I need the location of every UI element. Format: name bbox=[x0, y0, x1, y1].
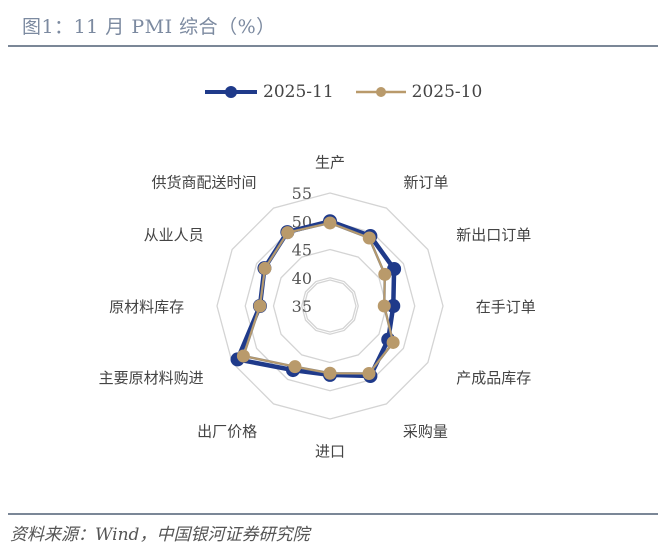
grid-ring bbox=[272, 248, 388, 364]
legend-marker-2025-10-icon bbox=[355, 87, 406, 97]
source-note: 资料来源：Wind，中国银河证券研究院 bbox=[10, 525, 310, 545]
axis-label: 采购量 bbox=[403, 422, 448, 440]
data-point-2025-10 bbox=[378, 267, 392, 281]
legend-marker-2025-11-icon bbox=[205, 86, 257, 98]
data-point-2025-10 bbox=[377, 299, 391, 313]
axis-label: 产成品库存 bbox=[456, 369, 531, 387]
data-point-2025-10 bbox=[253, 299, 267, 313]
legend-item-2025-10: 2025-10 bbox=[355, 82, 483, 102]
legend-item-2025-11: 2025-11 bbox=[205, 82, 334, 102]
tick-label: 40 bbox=[292, 269, 312, 288]
data-point-2025-10 bbox=[236, 349, 250, 363]
data-point-2025-10 bbox=[323, 216, 337, 230]
data-point-2025-10 bbox=[258, 261, 272, 275]
axis-label: 在手订单 bbox=[476, 298, 536, 316]
data-point-2025-10 bbox=[362, 231, 376, 245]
grid-ring-inner bbox=[303, 279, 357, 333]
data-point-2025-11 bbox=[386, 299, 401, 313]
axis-label: 从业人员 bbox=[144, 226, 204, 244]
title-divider bbox=[8, 45, 658, 47]
series-line-inner-2025-10 bbox=[242, 222, 394, 375]
radar-chart: 3540455055生产新订单新出口订单在手订单产成品库存采购量进口出厂价格主要… bbox=[99, 154, 536, 461]
legend-label: 2025-10 bbox=[411, 82, 483, 102]
tick-label: 55 bbox=[292, 184, 312, 203]
axis-label: 供货商配送时间 bbox=[151, 174, 256, 192]
axis-label: 进口 bbox=[315, 442, 345, 460]
source-divider bbox=[8, 513, 658, 515]
axis-label: 出厂价格 bbox=[197, 422, 257, 440]
tick-label: 45 bbox=[292, 241, 312, 260]
legend-label: 2025-11 bbox=[263, 82, 334, 102]
axis-label: 主要原材料购进 bbox=[99, 369, 204, 387]
data-point-2025-10 bbox=[288, 360, 302, 374]
tick-label: 35 bbox=[292, 297, 312, 316]
data-point-2025-10 bbox=[362, 367, 376, 381]
axis-label: 新出口订单 bbox=[456, 226, 531, 244]
data-point-2025-10 bbox=[323, 366, 337, 380]
grid-ring bbox=[216, 192, 444, 420]
grid-ring bbox=[301, 277, 359, 335]
data-point-2025-10 bbox=[281, 226, 295, 240]
axis-label: 生产 bbox=[315, 154, 345, 172]
grid-ring bbox=[244, 220, 416, 392]
series-line-2025-10 bbox=[242, 221, 395, 375]
chart-title: 图1：11 月 PMI 综合（%） bbox=[22, 16, 276, 38]
legend: 2025-11 2025-10 bbox=[205, 82, 482, 102]
axis-label: 原材料库存 bbox=[109, 298, 184, 316]
data-point-2025-10 bbox=[386, 335, 400, 349]
axis-label: 新订单 bbox=[404, 174, 449, 192]
